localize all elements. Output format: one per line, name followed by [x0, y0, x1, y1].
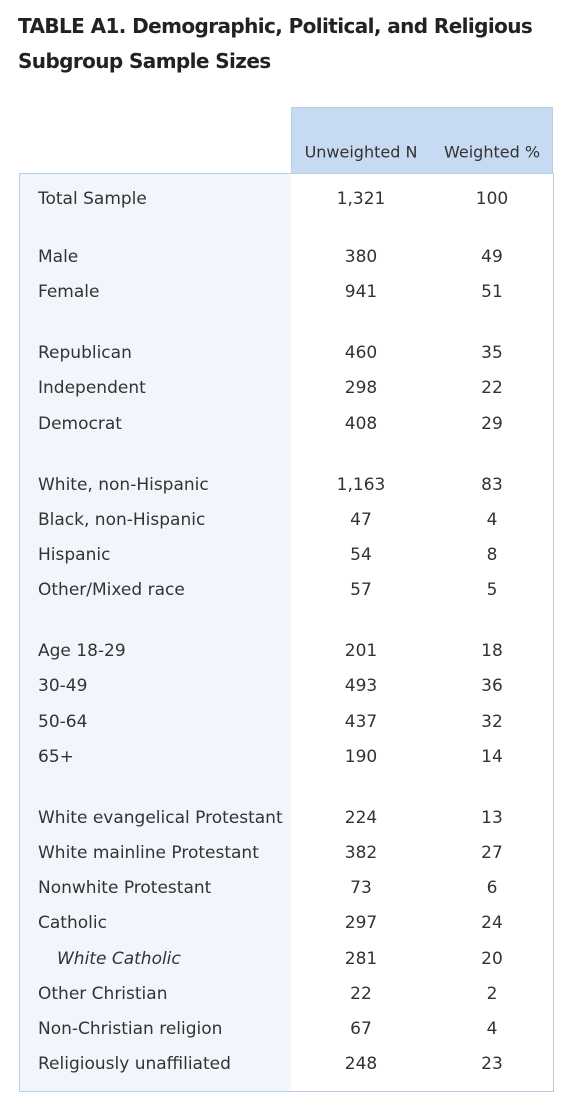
- column-header: Weighted %: [443, 142, 541, 162]
- row-label: White mainline Protestant: [38, 843, 259, 863]
- row-label: Other/Mixed race: [38, 580, 185, 601]
- weighted-pct: 35: [481, 343, 503, 364]
- weighted-pct: 14: [481, 746, 503, 767]
- unweighted-n: 67: [350, 1019, 372, 1039]
- unweighted-n: 460: [344, 343, 378, 364]
- unweighted-n: 298: [344, 378, 378, 399]
- weighted-pct: 100: [475, 189, 509, 209]
- weighted-pct: 5: [486, 580, 498, 601]
- row-label: Religiously unaffiliated: [38, 1054, 231, 1075]
- unweighted-n: 941: [344, 282, 378, 303]
- weighted-pct: 6: [486, 878, 498, 899]
- unweighted-n: 54: [350, 545, 372, 565]
- table-header: [291, 107, 553, 173]
- row-label: Catholic: [38, 913, 107, 934]
- row-label: White, non-Hispanic: [38, 474, 209, 495]
- title: TABLE A1. Demographic, Political, and Re…: [18, 14, 533, 38]
- unweighted-n: 408: [344, 413, 378, 434]
- unweighted-n: 22: [350, 983, 372, 1004]
- row-label: Total Sample: [38, 189, 147, 209]
- unweighted-n: 382: [344, 843, 378, 863]
- row-label: Independent: [38, 378, 146, 399]
- unweighted-n: 493: [344, 676, 378, 697]
- weighted-pct: 29: [481, 413, 503, 434]
- row-label: Republican: [38, 343, 132, 364]
- unweighted-n: 190: [344, 746, 378, 767]
- row-label: Nonwhite Protestant: [38, 878, 212, 899]
- row-label: Black, non-Hispanic: [38, 509, 206, 530]
- unweighted-n: 47: [350, 509, 372, 530]
- row-label: 50-64: [38, 711, 88, 732]
- unweighted-n: 1,321: [336, 189, 386, 209]
- unweighted-n: 1,163: [336, 474, 386, 495]
- row-label: White Catholic: [57, 948, 181, 969]
- unweighted-n: 201: [344, 641, 378, 662]
- weighted-pct: 13: [481, 807, 503, 828]
- weighted-pct: 2: [486, 983, 498, 1004]
- title: Subgroup Sample Sizes: [18, 49, 271, 73]
- label-column: [20, 174, 291, 1091]
- weighted-pct: 4: [486, 509, 498, 530]
- row-label: Other Christian: [38, 983, 168, 1004]
- row-label: 65+: [38, 746, 74, 767]
- column-header: Unweighted N: [304, 142, 418, 162]
- weighted-pct: 23: [481, 1054, 503, 1075]
- row-label: Male: [38, 247, 79, 267]
- weighted-pct: 4: [486, 1019, 498, 1039]
- unweighted-n: 73: [350, 878, 372, 899]
- unweighted-n: 281: [344, 948, 378, 969]
- row-label: Hispanic: [38, 545, 111, 565]
- weighted-pct: 32: [481, 711, 503, 732]
- weighted-pct: 83: [481, 474, 503, 495]
- row-label: Non-Christian religion: [38, 1019, 223, 1039]
- unweighted-n: 248: [344, 1054, 378, 1075]
- unweighted-n: 224: [344, 807, 378, 828]
- weighted-pct: 49: [481, 247, 503, 267]
- weighted-pct: 22: [481, 378, 503, 399]
- weighted-pct: 27: [481, 843, 503, 863]
- weighted-pct: 24: [481, 913, 503, 934]
- row-label: 30-49: [38, 676, 88, 697]
- unweighted-n: 57: [350, 580, 372, 601]
- weighted-pct: 51: [481, 282, 503, 303]
- weighted-pct: 18: [481, 641, 503, 662]
- weighted-pct: 8: [486, 545, 498, 565]
- weighted-pct: 20: [481, 948, 503, 969]
- unweighted-n: 437: [344, 711, 378, 732]
- row-label: Age 18-29: [38, 641, 126, 662]
- unweighted-n: 297: [344, 913, 378, 934]
- unweighted-n: 380: [344, 247, 378, 267]
- weighted-pct: 36: [481, 676, 503, 697]
- row-label: Female: [38, 282, 100, 303]
- row-label: White evangelical Protestant: [38, 807, 283, 828]
- row-label: Democrat: [38, 413, 122, 434]
